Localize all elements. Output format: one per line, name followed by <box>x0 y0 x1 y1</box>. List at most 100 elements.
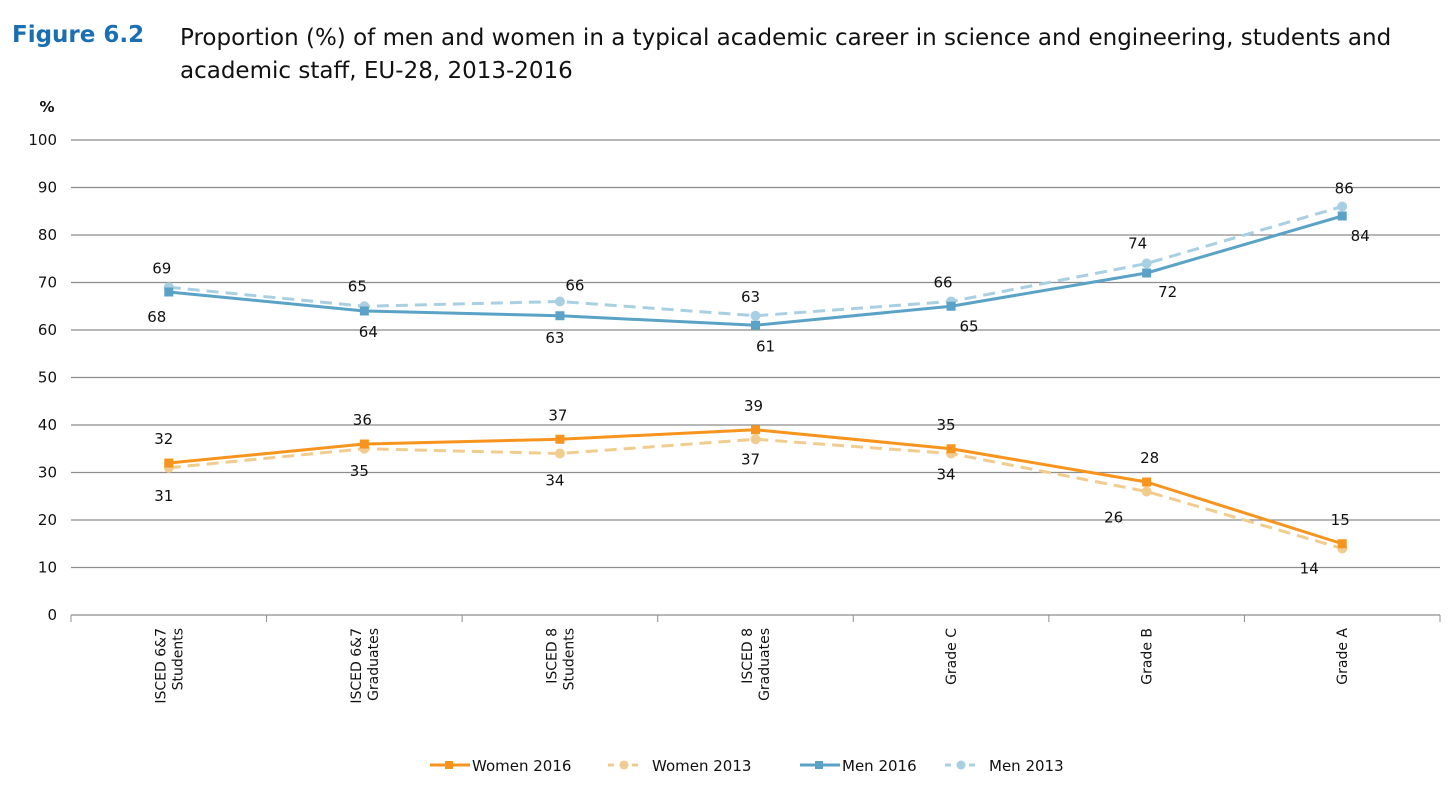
data-label: 37 <box>741 450 760 468</box>
data-label: 63 <box>741 288 760 306</box>
data-point <box>555 311 565 321</box>
data-point <box>1141 486 1152 497</box>
data-label: 65 <box>960 317 979 335</box>
x-tick-label-line: Graduates <box>757 628 773 701</box>
figure-label: Figure 6.2 <box>12 22 145 48</box>
y-tick-label: 10 <box>38 559 57 577</box>
data-point <box>1142 268 1152 278</box>
x-tick-label: Grade A <box>1335 628 1351 685</box>
y-tick-label: 0 <box>47 606 57 624</box>
data-point <box>554 296 565 307</box>
data-label: 61 <box>756 337 775 355</box>
data-label: 34 <box>545 472 564 490</box>
data-label: 31 <box>154 487 173 505</box>
legend-swatch-marker <box>445 761 453 769</box>
data-label: 28 <box>1140 449 1159 467</box>
y-axis: % 0 10 20 30 40 50 60 70 80 90 100 <box>28 98 57 624</box>
x-tick-label-line: Graduates <box>366 628 382 701</box>
data-point <box>359 439 369 449</box>
data-label: 63 <box>545 329 564 347</box>
x-tick-label-line: Grade C <box>944 628 960 685</box>
x-tick-label-line: ISCED 8 <box>740 628 756 684</box>
data-label: 32 <box>154 430 173 448</box>
data-label: 14 <box>1300 560 1319 578</box>
data-label: 86 <box>1335 180 1354 198</box>
legend-label: Women 2013 <box>652 757 751 775</box>
x-tick-label: ISCED 6&7Students <box>153 628 186 704</box>
data-labels: 32 36 37 39 35 28 15 31 35 34 37 34 26 14 68 64 63 61 65 72… <box>147 180 1370 578</box>
x-tick-label-line: Grade A <box>1335 628 1351 685</box>
x-tick-label-line: Students <box>170 628 186 690</box>
x-tick-label: ISCED 8Students <box>544 628 577 690</box>
y-tick-label: 40 <box>38 416 57 434</box>
y-tick-label: 60 <box>38 321 57 339</box>
legend: Women 2016 Women 2013 Men 2016 Men 2013 <box>430 757 1064 775</box>
data-point <box>946 301 956 311</box>
x-tick-label: ISCED 6&7Graduates <box>349 628 382 704</box>
data-label: 74 <box>1128 235 1147 253</box>
data-label: 34 <box>937 466 956 484</box>
data-point <box>1142 477 1152 487</box>
series-line-men-2016 <box>168 214 1343 327</box>
data-label: 15 <box>1331 511 1350 529</box>
data-point <box>751 320 760 330</box>
data-label: 35 <box>350 462 369 480</box>
data-point <box>1337 211 1347 221</box>
legend-label: Men 2016 <box>842 757 917 775</box>
x-axis: ISCED 6&7Students ISCED 6&7Graduates ISCED… <box>70 615 1441 704</box>
data-label: 69 <box>152 259 171 277</box>
series-group <box>163 201 1348 554</box>
x-tick-label-line: Students <box>561 628 577 690</box>
data-point <box>750 310 761 321</box>
x-tick-label: ISCED 8Graduates <box>740 628 773 701</box>
y-tick-label: 90 <box>38 179 57 197</box>
data-label: 35 <box>937 416 956 434</box>
data-point <box>359 306 369 316</box>
series-line-women-2016 <box>168 428 1343 546</box>
data-label: 72 <box>1158 283 1177 301</box>
data-point <box>750 434 761 445</box>
data-point <box>555 434 565 444</box>
data-label: 39 <box>744 397 763 415</box>
data-label: 64 <box>359 323 378 341</box>
x-tick-label-line: Grade B <box>1140 628 1156 685</box>
data-point <box>1337 201 1348 212</box>
y-tick-label: 20 <box>38 511 57 529</box>
data-label: 65 <box>348 277 367 295</box>
data-point <box>1337 539 1347 549</box>
data-point <box>946 444 956 454</box>
data-point <box>1141 258 1152 269</box>
x-tick-label-line: ISCED 6&7 <box>153 628 169 704</box>
y-tick-label: 100 <box>28 131 57 149</box>
y-tick-label: 50 <box>38 369 57 387</box>
data-point <box>751 425 760 435</box>
y-axis-label: % <box>39 98 54 116</box>
data-label: 68 <box>147 308 166 326</box>
x-tick-label-line: ISCED 8 <box>544 628 560 684</box>
legend-swatch-marker <box>619 760 629 770</box>
y-tick-label: 70 <box>38 274 57 292</box>
legend-label: Men 2013 <box>989 757 1064 775</box>
legend-label: Women 2016 <box>472 757 571 775</box>
x-tick-label: Grade C <box>944 628 960 685</box>
legend-swatch-marker <box>956 760 966 770</box>
legend-item: Men 2016 <box>800 757 917 775</box>
data-label: 26 <box>1104 509 1123 527</box>
y-tick-label: 30 <box>38 464 57 482</box>
legend-item: Men 2013 <box>945 757 1064 775</box>
gridlines <box>71 139 1440 616</box>
x-tick-label-line: ISCED 6&7 <box>349 628 365 704</box>
x-tick-label: Grade B <box>1140 628 1156 685</box>
legend-swatch-marker <box>815 761 823 769</box>
data-point <box>554 448 565 459</box>
data-label: 66 <box>934 274 953 292</box>
legend-item: Women 2016 <box>430 757 571 775</box>
data-label: 66 <box>565 277 584 295</box>
y-tick-label: 80 <box>38 226 57 244</box>
figure-title: Proportion (%) of men and women in a typ… <box>180 25 1392 84</box>
data-label: 37 <box>548 406 567 424</box>
data-label: 84 <box>1351 227 1370 245</box>
data-label: 36 <box>353 411 372 429</box>
data-point <box>164 287 174 297</box>
